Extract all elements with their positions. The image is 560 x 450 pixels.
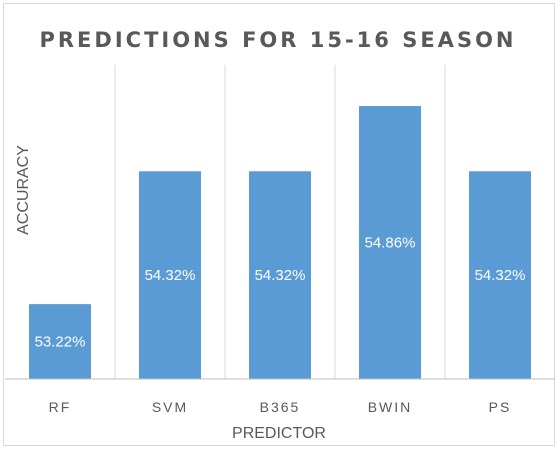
bars (29, 106, 531, 379)
x-tick-label-b365: B365 (260, 399, 301, 415)
x-tick-label-svm: SVM (152, 399, 188, 415)
x-tick-label-ps: PS (489, 399, 512, 415)
chart-title: PREDICTIONS FOR 15-16 SEASON (40, 28, 517, 52)
x-axis-title: PREDICTOR (232, 425, 326, 442)
x-tick-label-bwin: BWIN (368, 399, 413, 415)
data-label-bwin: 54.86% (365, 235, 416, 252)
data-label-svm: 54.32% (145, 267, 196, 284)
x-tick-label-rf: RF (49, 399, 72, 415)
x-axis-ticks: RF SVM B365 BWIN PS (49, 399, 512, 415)
data-label-b365: 54.32% (255, 267, 306, 284)
data-label-rf: 53.22% (35, 334, 86, 351)
data-label-ps: 54.32% (475, 267, 526, 284)
y-axis-title: ACCURACY (15, 145, 32, 235)
